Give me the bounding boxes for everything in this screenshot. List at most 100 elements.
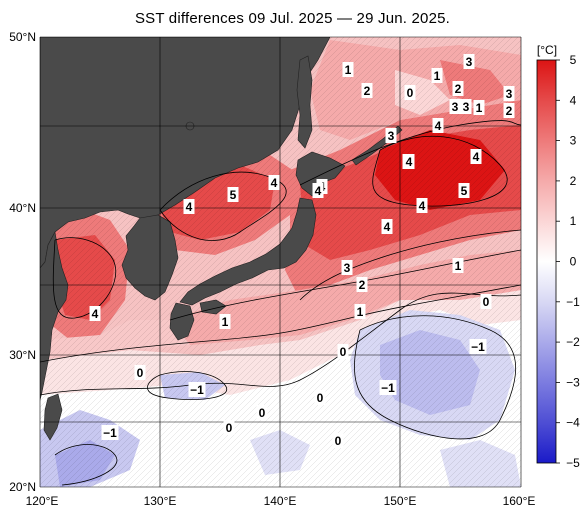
contour-label: 2	[356, 277, 368, 292]
contour-label: 0	[256, 405, 268, 420]
contour-label-text: 3	[466, 55, 473, 69]
contour-label-text: 4	[406, 155, 413, 169]
contour-label: 1	[354, 304, 366, 319]
sakhalin	[296, 55, 313, 149]
china-coast	[40, 231, 69, 401]
hokkaido	[295, 151, 346, 197]
lat-label-40: 40°N	[9, 201, 36, 215]
colorbar-unit-label: [°C]	[537, 43, 557, 57]
contour-label: 3	[463, 54, 475, 69]
contour-label-text: 0	[259, 406, 266, 420]
contour-label: 4	[381, 219, 393, 234]
contour-label-text: 4	[186, 200, 193, 214]
contour-label: 0	[337, 344, 349, 359]
lat-label-20: 20°N	[9, 480, 36, 494]
contour-label: −1	[379, 380, 397, 395]
contour-label: 2	[452, 81, 464, 96]
colorbar-tick-label: −1	[566, 295, 580, 309]
contour-label: 3	[460, 99, 472, 114]
contour-label-text: 4	[473, 150, 480, 164]
contour-label-text: 0	[483, 295, 490, 309]
contour-label: 4	[183, 199, 195, 214]
contour-label-text: 1	[357, 305, 364, 319]
contour-label-text: 4	[271, 176, 278, 190]
contour-label: 3	[385, 128, 397, 143]
contour-label-text: −1	[190, 383, 204, 397]
contour-label: 5	[458, 183, 470, 198]
latitude-labels: 50°N 40°N 30°N 20°N	[9, 30, 36, 494]
contour-label-text: 2	[364, 84, 371, 98]
longitude-labels: 120°E 130°E 140°E 150°E 160°E	[26, 494, 536, 508]
contour-label-text: 1	[222, 315, 229, 329]
contour-label: 0	[480, 294, 492, 309]
colorbar: [°C] 5 4 3 2 1 0 −1 −2 −3 −4 −5	[536, 43, 580, 470]
contour-label-text: 0	[407, 86, 414, 100]
lat-label-50: 50°N	[9, 30, 36, 44]
lon-label-130: 130°E	[144, 494, 177, 508]
contour-label: 0	[223, 420, 235, 435]
contour-label-text: 1	[476, 101, 483, 115]
contour-label: 1	[473, 100, 485, 115]
contour-label: 0	[134, 365, 146, 380]
land-masses	[40, 37, 403, 441]
contour-label-text: 0	[226, 421, 233, 435]
lon-label-160: 160°E	[503, 494, 536, 508]
contour-label-text: 2	[455, 82, 462, 96]
contour-label: 3	[449, 99, 461, 114]
contour-label: 1	[431, 68, 443, 83]
lat-label-30: 30°N	[9, 348, 36, 362]
contour-label: 5	[227, 187, 239, 202]
contour-label: 4	[432, 118, 444, 133]
contour-label-text: 3	[506, 87, 513, 101]
contour-label: 1	[219, 314, 231, 329]
contour-label-text: 3	[344, 261, 351, 275]
contour-label-text: 2	[506, 104, 513, 118]
contour-label-text: 5	[230, 188, 237, 202]
colorbar-tick-label: 3	[570, 134, 577, 148]
contour-label: 4	[312, 183, 324, 198]
contour-label-text: 3	[463, 100, 470, 114]
contour-label: 4	[470, 149, 482, 164]
korean-peninsula	[121, 214, 179, 301]
contour-label: −1	[188, 382, 206, 397]
contour-label: 2	[503, 103, 515, 118]
contour-label-text: 0	[137, 366, 144, 380]
contour-label: 0	[404, 85, 416, 100]
taiwan	[43, 393, 63, 441]
contour-label-text: 0	[340, 345, 347, 359]
contour-label: 4	[416, 198, 428, 213]
colorbar-tick-label: −2	[566, 335, 580, 349]
colorbar-tick-label: 4	[570, 93, 577, 107]
contour-label: 1	[452, 258, 464, 273]
contour-label-text: 4	[384, 220, 391, 234]
contour-label: 1	[342, 62, 354, 77]
contour-label-text: 2	[359, 278, 366, 292]
colorbar-tick-label: 1	[570, 214, 577, 228]
contour-label-text: −1	[103, 426, 117, 440]
map-title: SST differences 09 Jul. 2025 — 29 Jun. 2…	[134, 10, 451, 27]
lon-label-150: 150°E	[384, 494, 417, 508]
colorbar-gradient	[536, 59, 557, 464]
colorbar-tick-label: 5	[570, 53, 577, 67]
contour-label: 3	[503, 86, 515, 101]
colorbar-tick-label: −3	[566, 375, 580, 389]
colorbar-tick-label: −5	[566, 456, 580, 470]
contour-label-text: 4	[315, 184, 322, 198]
contour-label-text: 4	[419, 199, 426, 213]
contour-label: 0	[314, 390, 326, 405]
contour-label: 3	[341, 260, 353, 275]
contour-label-text: 1	[434, 69, 441, 83]
contour-label-text: −1	[471, 340, 485, 354]
contour-lines	[40, 120, 521, 486]
colorbar-tick-label: −4	[566, 416, 580, 430]
contour-label: −1	[101, 425, 119, 440]
colorbar-ticks: 5 4 3 2 1 0 −1 −2 −3 −4 −5	[556, 53, 580, 470]
contour-label-text: 3	[452, 100, 459, 114]
colorbar-tick-label: 2	[570, 174, 577, 188]
contour-label-text: 1	[345, 63, 352, 77]
contour-value-labels: 1230123312343444544445443211041−10−10−10…	[89, 54, 515, 448]
lon-label-140: 140°E	[264, 494, 297, 508]
contour-label-text: 3	[388, 129, 395, 143]
kyushu	[169, 302, 195, 341]
